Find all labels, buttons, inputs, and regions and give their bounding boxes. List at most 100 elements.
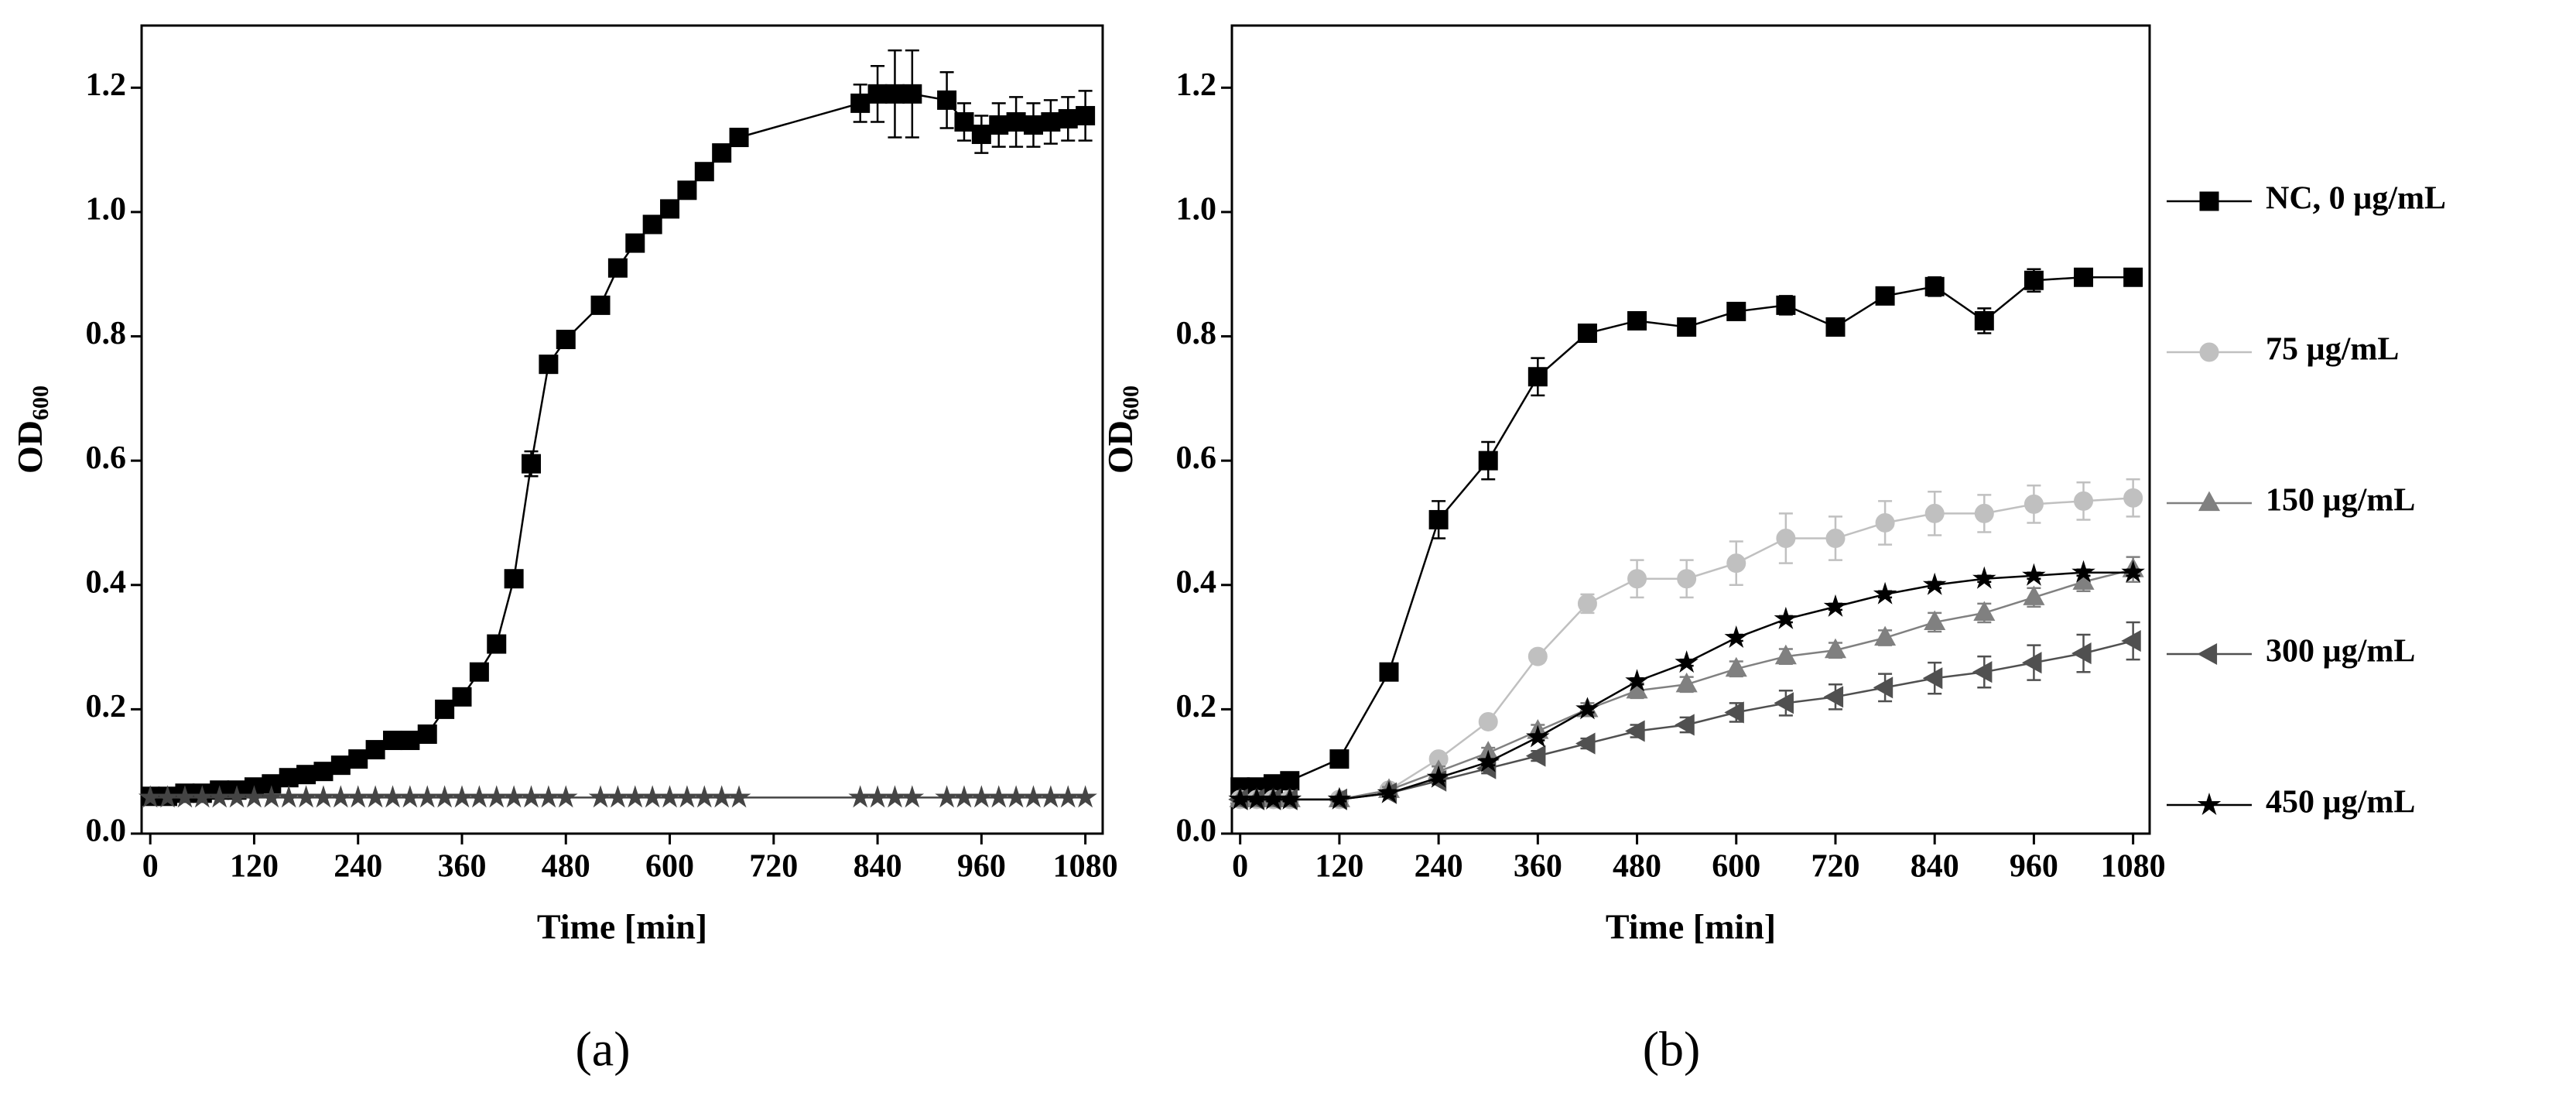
data-point (902, 84, 922, 104)
y-axis-title-sub: 600 (28, 385, 53, 420)
data-point (1974, 310, 1994, 331)
data-point (522, 454, 542, 474)
data-point (2123, 267, 2143, 287)
data-point (1724, 701, 1744, 724)
y-tick-label: 0.2 (1176, 689, 1217, 724)
data-point (469, 662, 489, 682)
data-point (2121, 560, 2145, 583)
data-point (1725, 656, 1747, 677)
data-point (900, 785, 925, 808)
data-point (1774, 644, 1797, 665)
x-tick-label: 1080 (2101, 849, 2166, 885)
y-tick-label: 0.4 (1176, 564, 1217, 600)
plot-frame (1230, 24, 2151, 835)
data-point (675, 785, 700, 808)
data-point (1924, 610, 1946, 631)
x-tick-label: 960 (957, 849, 1006, 885)
data-point (729, 128, 749, 148)
data-point (2071, 642, 2092, 665)
data-point (865, 785, 890, 808)
y-tick-label: 0.6 (1176, 440, 1217, 476)
data-point (1426, 765, 1451, 788)
data-point (381, 785, 405, 808)
y-axis-title-main: OD (10, 420, 50, 474)
data-point (625, 233, 645, 253)
data-point (2123, 488, 2143, 508)
data-point (1973, 601, 1996, 622)
data-point (398, 785, 422, 808)
data-point (1073, 785, 1097, 808)
x-tick-label: 840 (854, 849, 902, 885)
x-tick-label: 600 (1712, 849, 1760, 885)
data-point (1726, 553, 1746, 574)
data-point (1875, 286, 1895, 306)
y-axis-title: OD600 (10, 385, 53, 474)
data-point (539, 354, 559, 375)
data-point (467, 785, 491, 808)
data-point (435, 699, 455, 719)
data-point (1058, 108, 1078, 128)
data-point (329, 785, 353, 808)
legend-marker (2199, 342, 2219, 362)
data-point (1575, 697, 1599, 720)
data-point (296, 765, 316, 785)
data-point (606, 785, 630, 808)
x-tick-label: 720 (749, 849, 798, 885)
data-point (1329, 749, 1350, 769)
legend-text: 75 µg/mL (2266, 332, 2399, 368)
data-point (1675, 672, 1698, 693)
data-point (1726, 301, 1746, 321)
legend-marker (2197, 642, 2218, 666)
data-point (2071, 560, 2095, 583)
legend-text: 300 µg/mL (2266, 634, 2415, 670)
y-axis-title-sub: 600 (1118, 385, 1144, 420)
data-point (1428, 509, 1449, 529)
x-tick-label: 240 (334, 849, 382, 885)
data-point (1873, 676, 1894, 699)
data-point (1004, 785, 1028, 808)
series-line (150, 93, 1086, 798)
data-point (363, 785, 388, 808)
x-tick-label: 360 (438, 849, 487, 885)
data-point (1922, 667, 1943, 690)
data-point (382, 731, 402, 751)
data-point (1825, 317, 1846, 337)
data-point (1278, 786, 1302, 810)
data-point (1625, 720, 1645, 742)
x-axis-title: Time [min] (1606, 907, 1776, 947)
panel-label: (b) (1643, 1022, 1701, 1077)
data-point (1076, 105, 1096, 125)
data-point (417, 724, 437, 745)
legend-text: NC, 0 µg/mL (2266, 181, 2446, 217)
x-tick-label: 0 (142, 849, 159, 885)
x-tick-label: 120 (1315, 849, 1363, 885)
data-point (1724, 625, 1749, 649)
y-tick-label: 0.4 (86, 564, 127, 600)
data-point (1874, 625, 1897, 646)
data-point (1972, 661, 1993, 683)
data-point (279, 768, 299, 788)
legend-text: 450 µg/mL (2266, 785, 2415, 820)
data-point (1776, 295, 1796, 315)
series-line (1240, 276, 2133, 789)
panel-label: (a) (575, 1022, 630, 1077)
y-tick-label: 0.0 (86, 813, 127, 849)
data-point (556, 330, 576, 350)
data-point (504, 569, 524, 589)
data-point (1379, 662, 1399, 682)
data-point (1677, 569, 1697, 589)
data-point (1280, 771, 1300, 791)
data-point (1038, 785, 1063, 808)
data-point (501, 785, 526, 808)
data-point (484, 785, 509, 808)
data-point (346, 785, 371, 808)
data-point (590, 295, 611, 315)
data-point (2022, 563, 2046, 586)
data-point (970, 785, 994, 808)
y-tick-label: 1.0 (86, 192, 127, 228)
data-point (1924, 503, 1945, 523)
data-point (313, 762, 334, 782)
series-line (1240, 497, 2133, 801)
data-point (2024, 494, 2044, 514)
